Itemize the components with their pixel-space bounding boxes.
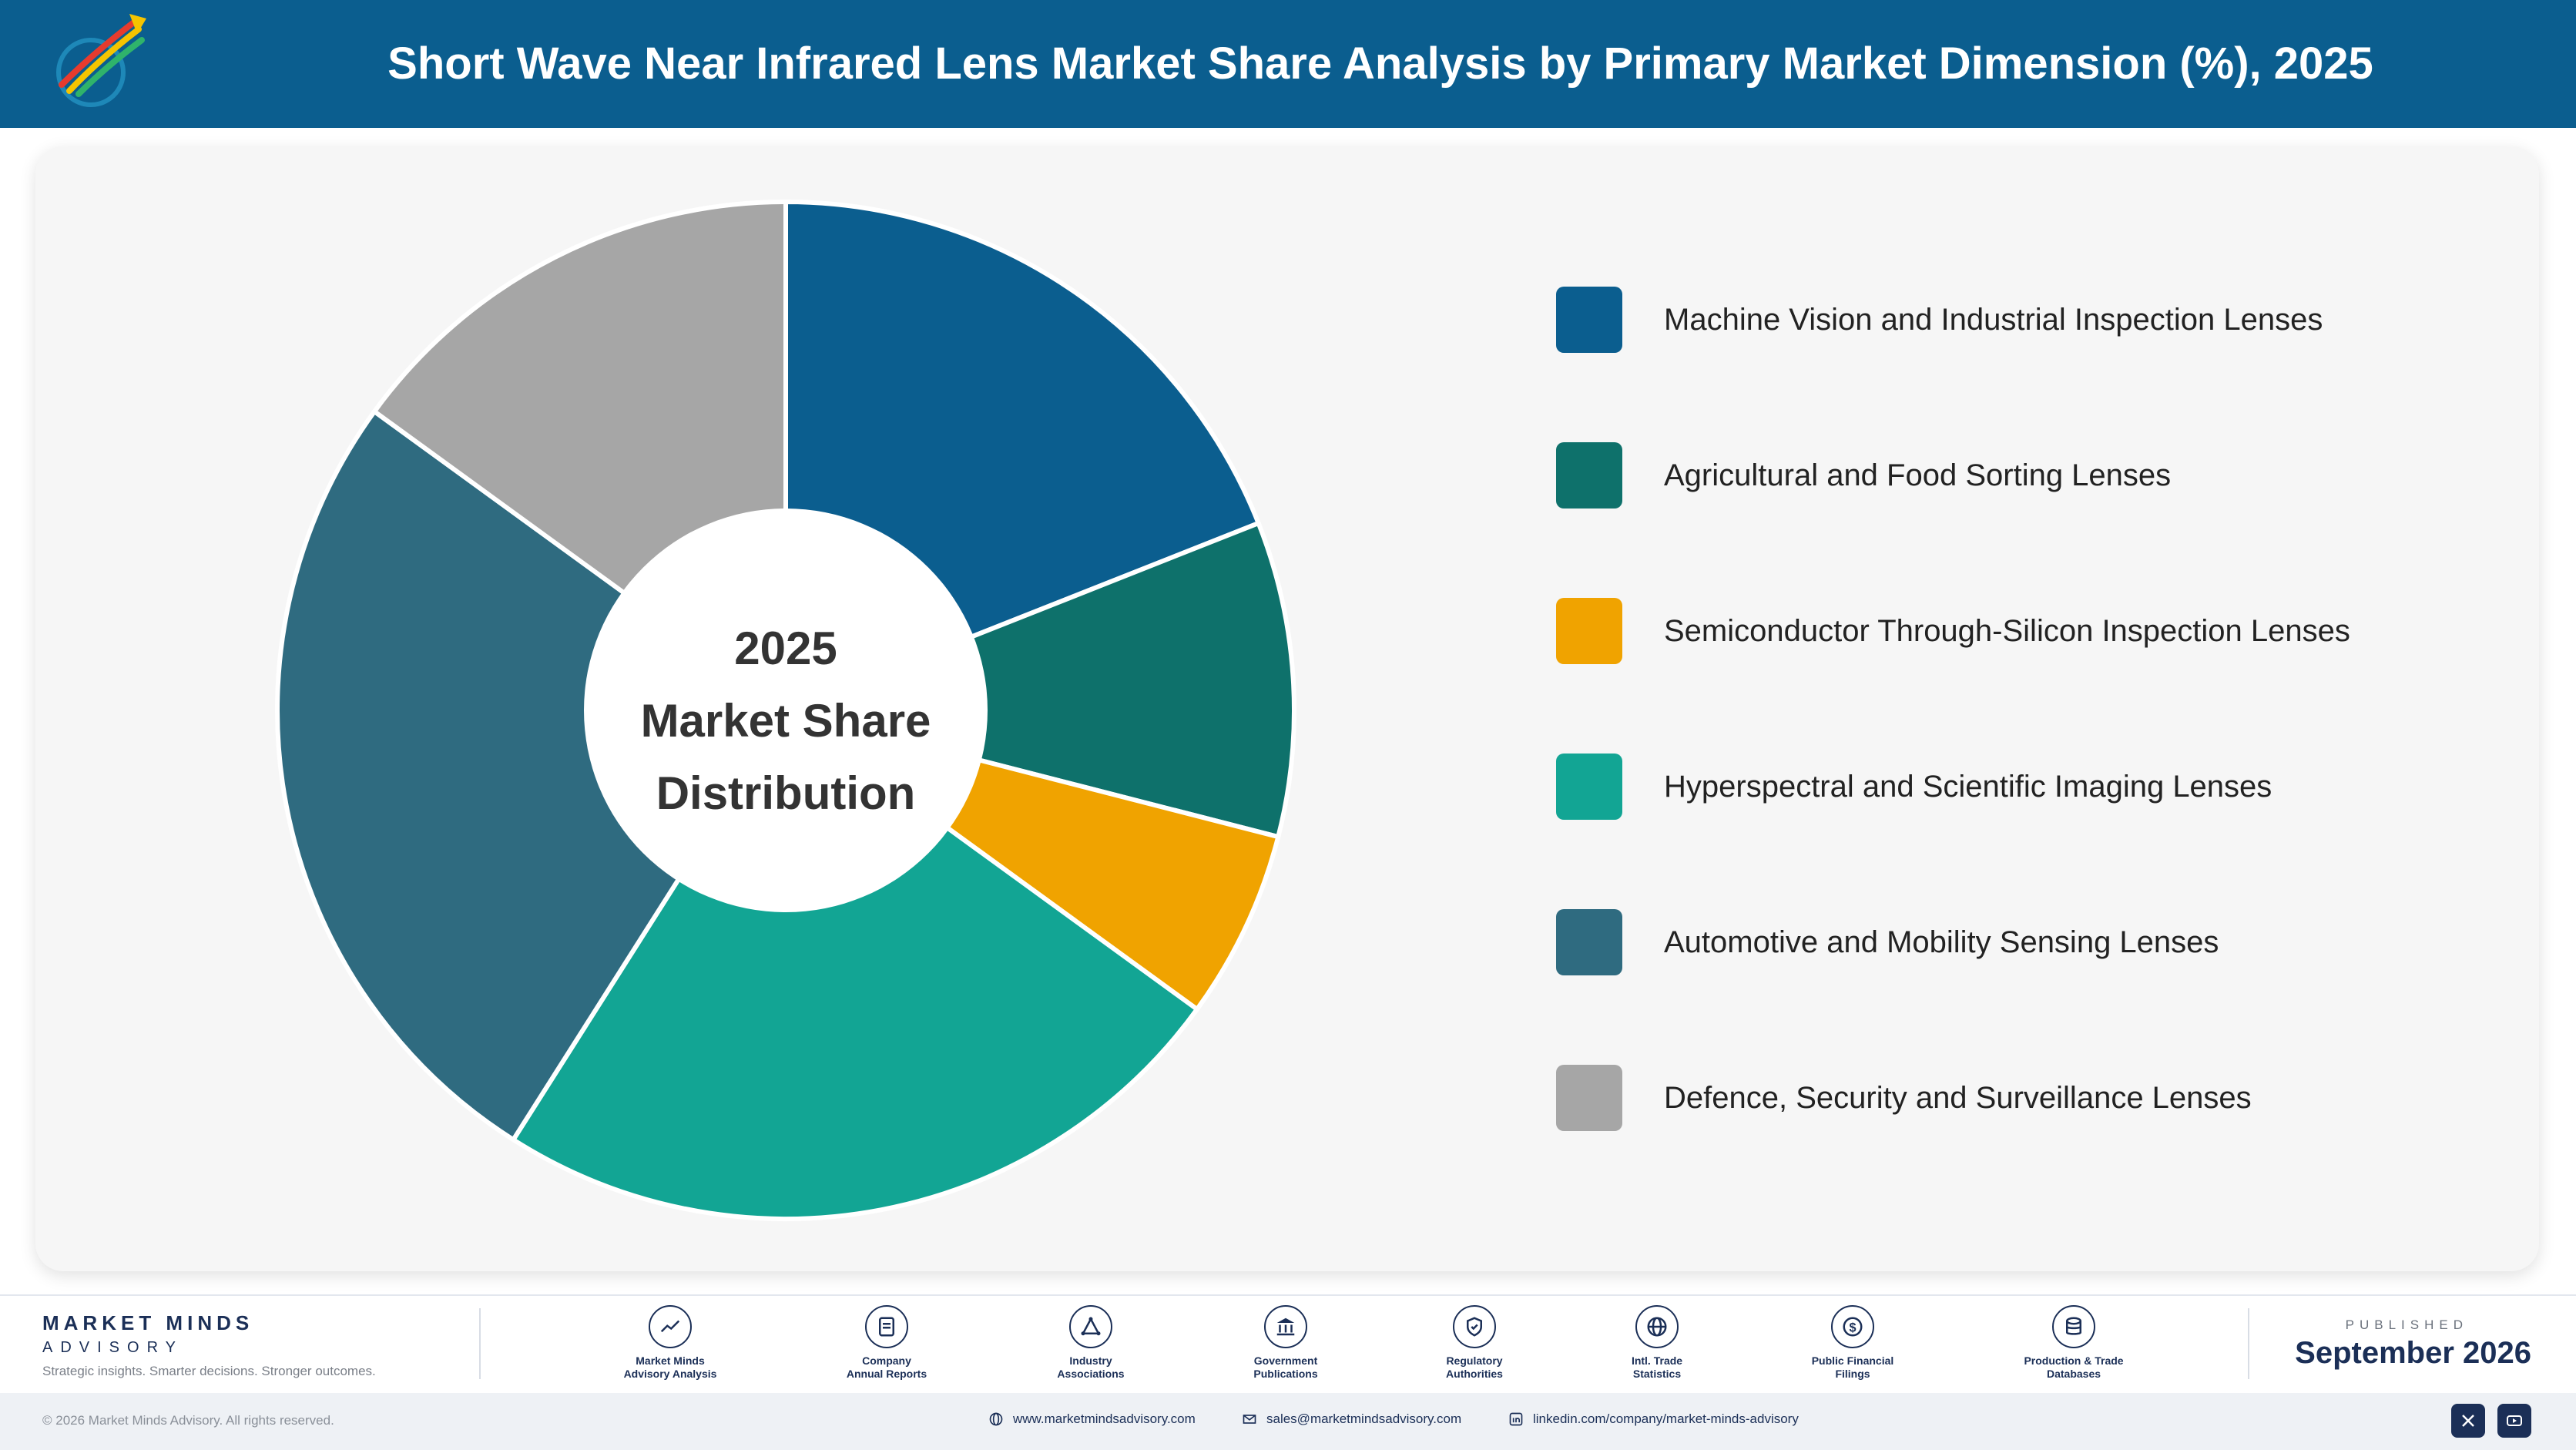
legend-item: Automotive and Mobility Sensing Lenses: [1556, 908, 2480, 975]
email-text: sales@marketmindsadvisory.com: [1266, 1411, 1462, 1426]
legend-label: Automotive and Mobility Sensing Lenses: [1664, 925, 2219, 959]
linkedin-text: linkedin.com/company/market-minds-adviso…: [1533, 1411, 1799, 1426]
dollar-coin-icon: $: [1831, 1305, 1874, 1348]
legend-swatch: [1556, 598, 1622, 664]
svg-text:$: $: [1849, 1321, 1856, 1334]
legend-item: Defence, Security and Surveillance Lense…: [1556, 1063, 2480, 1131]
mail-icon: [1243, 1415, 1256, 1424]
youtube-social-button[interactable]: [2497, 1404, 2531, 1438]
linkedin-link[interactable]: linkedin.com/company/market-minds-adviso…: [1508, 1411, 1799, 1427]
center-label-year: 2025: [734, 623, 837, 674]
source-line1: Production & Trade: [2024, 1354, 2124, 1367]
legend-item: Machine Vision and Industrial Inspection…: [1556, 285, 2480, 353]
source-line2: Associations: [1057, 1368, 1125, 1380]
x-social-button[interactable]: [2451, 1404, 2485, 1438]
legend-swatch: [1556, 754, 1622, 820]
source-item[interactable]: $ Public Financial Filings: [1760, 1305, 1945, 1381]
brand-name: MARKET MINDS: [42, 1311, 254, 1334]
source-line2: Authorities: [1446, 1368, 1503, 1380]
brand-sub: ADVISORY: [42, 1339, 183, 1356]
legend-item: Hyperspectral and Scientific Imaging Len…: [1556, 752, 2480, 820]
source-item[interactable]: Market Minds Advisory Analysis: [578, 1305, 763, 1381]
website-link[interactable]: www.marketmindsadvisory.com: [988, 1411, 1196, 1427]
source-item[interactable]: Production & Trade Databases: [1981, 1305, 2166, 1381]
x-icon: [2462, 1415, 2474, 1427]
pie-slice[interactable]: [275, 408, 790, 1143]
legend-label: Hyperspectral and Scientific Imaging Len…: [1664, 770, 2272, 804]
database-icon: [2052, 1305, 2095, 1348]
bottom-bar: © 2026 Market Minds Advisory. All rights…: [0, 1393, 2576, 1450]
legend-label: Semiconductor Through-Silicon Inspection…: [1664, 614, 2350, 648]
legend-label: Agricultural and Food Sorting Lenses: [1664, 458, 2172, 492]
government-building-icon: [1264, 1305, 1307, 1348]
network-icon: [1069, 1305, 1112, 1348]
source-item[interactable]: Company Annual Reports: [794, 1305, 979, 1381]
center-label-line2: Market Share: [640, 695, 931, 747]
source-line2: Advisory Analysis: [623, 1368, 717, 1380]
source-item[interactable]: Regulatory Authorities: [1382, 1305, 1567, 1381]
source-line1: Company: [862, 1354, 911, 1367]
legend-label: Defence, Security and Surveillance Lense…: [1664, 1081, 2252, 1115]
source-item[interactable]: Industry Associations: [998, 1305, 1183, 1381]
source-line2: Filings: [1835, 1368, 1870, 1380]
published-date: September 2026: [2295, 1336, 2531, 1370]
pie-slice[interactable]: [510, 707, 1201, 1221]
source-line1: Regulatory: [1446, 1354, 1503, 1367]
legend-item: Semiconductor Through-Silicon Inspection…: [1556, 596, 2480, 664]
linkedin-icon: [1509, 1412, 1523, 1426]
legend-swatch: [1556, 909, 1622, 975]
youtube-icon: [2507, 1415, 2522, 1426]
legend-item: Agricultural and Food Sorting Lenses: [1556, 441, 2480, 509]
source-line2: Databases: [2046, 1368, 2101, 1380]
legend-swatch: [1556, 1065, 1622, 1131]
source-item[interactable]: Government Publications: [1193, 1305, 1378, 1381]
source-line1: Market Minds: [636, 1354, 705, 1367]
rocket-globe-logo: [56, 14, 146, 107]
document-icon: [865, 1305, 908, 1348]
source-line1: Government: [1253, 1354, 1318, 1367]
pie-slice[interactable]: [778, 520, 1296, 840]
source-line2: Statistics: [1632, 1368, 1682, 1380]
source-item[interactable]: Intl. Trade Statistics: [1565, 1305, 1749, 1381]
center-label-line3: Distribution: [656, 767, 916, 819]
header-bar: Short Wave Near Infrared Lens Market Sha…: [0, 0, 2576, 128]
globe-icon: [1635, 1305, 1679, 1348]
legend-label: Machine Vision and Industrial Inspection…: [1664, 303, 2323, 337]
divider: [479, 1308, 481, 1379]
legend-swatch: [1556, 287, 1622, 353]
source-line1: Industry: [1069, 1354, 1112, 1367]
globe-icon: [989, 1412, 1003, 1426]
source-line1: Public Financial: [1811, 1354, 1894, 1367]
legend-swatch: [1556, 442, 1622, 509]
donut-center-label: 2025 Market Share Distribution: [593, 613, 978, 830]
source-line2: Publications: [1253, 1368, 1318, 1380]
divider: [2248, 1308, 2249, 1379]
trend-chart-icon: [649, 1305, 692, 1348]
brand-tagline: Strategic insights. Smarter decisions. S…: [42, 1364, 376, 1378]
published-label: PUBLISHED: [2345, 1317, 2468, 1332]
shield-check-icon: [1453, 1305, 1496, 1348]
website-text: www.marketmindsadvisory.com: [1013, 1411, 1196, 1426]
page-title: Short Wave Near Infrared Lens Market Sha…: [387, 39, 2373, 89]
source-line1: Intl. Trade: [1631, 1354, 1683, 1367]
copyright: © 2026 Market Minds Advisory. All rights…: [42, 1413, 334, 1428]
email-link[interactable]: sales@marketmindsadvisory.com: [1242, 1411, 1461, 1427]
source-line2: Annual Reports: [846, 1368, 927, 1380]
